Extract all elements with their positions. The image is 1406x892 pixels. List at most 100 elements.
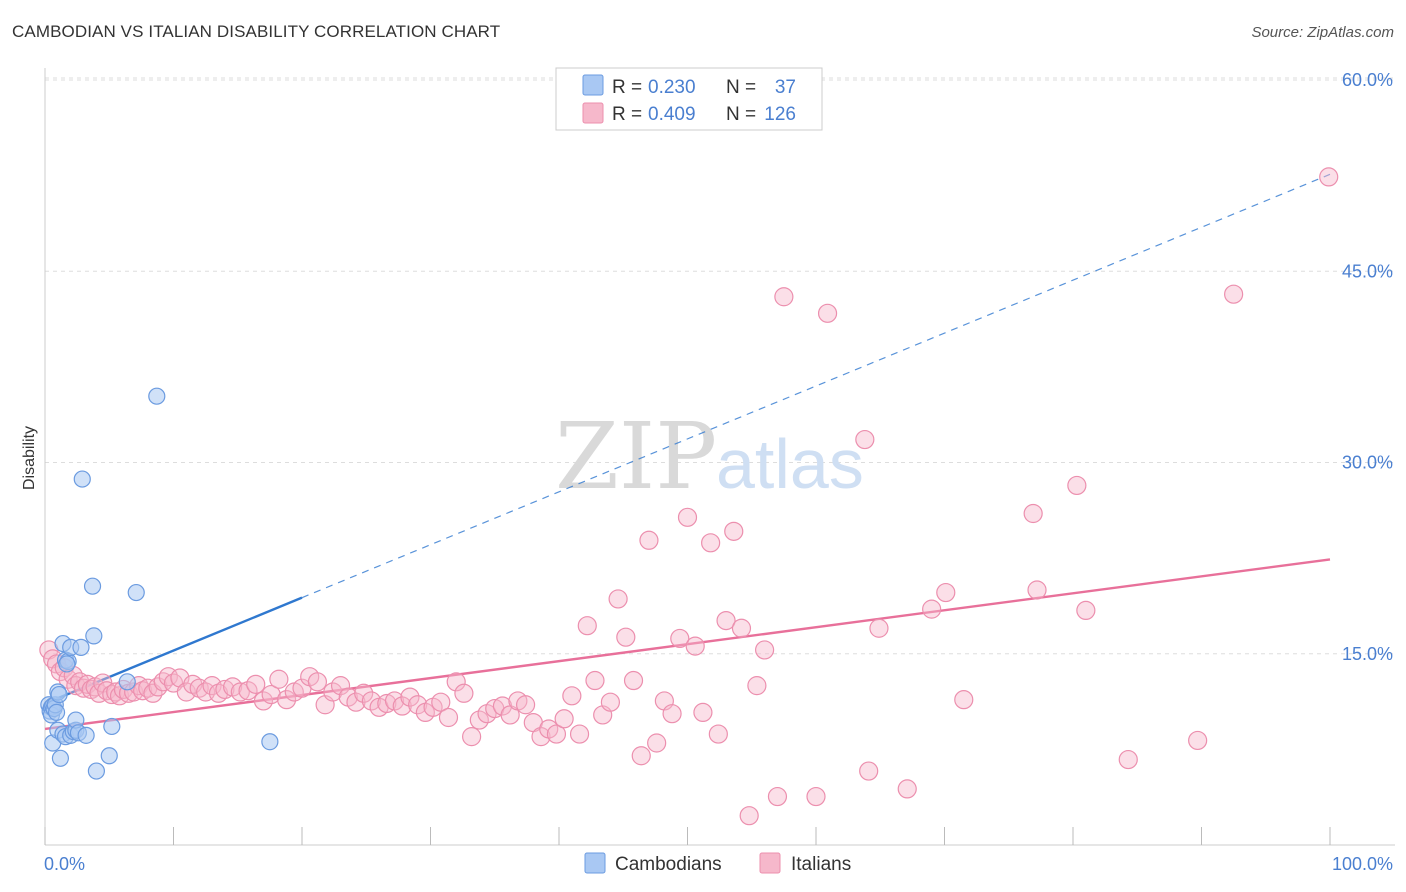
italians-point-31 — [176, 682, 196, 702]
italians-point-101 — [708, 724, 728, 744]
italians-point-114 — [869, 618, 889, 638]
watermark-zip: ZIP — [555, 403, 717, 510]
cambodians-point-24 — [73, 470, 91, 488]
bottom-legend-swatch-italians — [759, 852, 781, 874]
italians-point-106 — [747, 676, 767, 696]
italians-point-52 — [330, 676, 351, 696]
italians-point-35 — [202, 676, 222, 696]
italians-point-39 — [230, 682, 250, 702]
cambodians-point-36 — [58, 655, 76, 673]
cambodians-point-27 — [85, 627, 103, 645]
italians-point-83 — [569, 724, 590, 744]
legend-r-value-1: 0.230 — [648, 77, 696, 98]
italians-trendline — [44, 558, 1331, 731]
cambodians-point-33 — [148, 387, 166, 405]
x-tick-labels: 0.0% 100.0% — [44, 854, 1393, 874]
italians-point-80 — [546, 724, 567, 744]
italians-point-125 — [1224, 284, 1244, 304]
italians-point-42 — [253, 691, 274, 711]
y-tick-label-60: 60.0% — [1342, 70, 1393, 90]
cambodians-point-28 — [87, 762, 106, 780]
italians-point-66 — [438, 707, 459, 728]
bottom-legend: Cambodians Italians — [584, 852, 851, 875]
legend-swatch-italians — [582, 102, 604, 124]
italians-point-84 — [577, 616, 597, 636]
y-tick-label-15: 15.0% — [1342, 644, 1393, 664]
italians-point-65 — [431, 692, 451, 712]
italians-point-40 — [238, 681, 258, 701]
italians-point-43 — [261, 684, 281, 705]
italians-point-98 — [685, 636, 705, 656]
italians-point-112 — [855, 429, 875, 450]
italians-point-61 — [400, 687, 420, 707]
italians-point-95 — [662, 704, 682, 724]
italians-point-62 — [408, 695, 428, 715]
italians-point-111 — [817, 303, 838, 323]
italians-point-108 — [767, 786, 788, 807]
legend-r-value-2: 0.409 — [648, 104, 696, 125]
italians-point-91 — [631, 746, 651, 766]
y-tick-labels: 15.0% 30.0% 45.0% 60.0% — [1342, 70, 1393, 664]
italians-point-116 — [922, 599, 942, 619]
italians-point-85 — [585, 670, 605, 691]
legend: R = 0.230 N = 37 R = 0.409 N = 126 — [555, 67, 823, 131]
chart-title: CAMBODIAN VS ITALIAN DISABILITY CORRELAT… — [12, 22, 501, 41]
legend-r-label-2: R = — [612, 104, 642, 125]
italians-point-89 — [616, 627, 636, 647]
cambodians-point-26 — [83, 577, 102, 595]
y-axis-title: Disability — [21, 426, 38, 490]
italians-point-88 — [608, 589, 628, 609]
italians-point-123 — [1118, 749, 1138, 770]
italians-point-96 — [670, 628, 690, 649]
italians-point-109 — [774, 287, 794, 307]
italians-point-26 — [148, 677, 168, 697]
italians-point-120 — [1027, 580, 1047, 600]
italians-point-102 — [716, 610, 736, 631]
cambodians-trend-dashed — [301, 173, 1331, 599]
italians-point-37 — [215, 679, 235, 700]
source-label: Source: ZipAtlas.com — [1251, 24, 1394, 41]
x-tick-label-min: 0.0% — [44, 854, 85, 874]
italians-points — [39, 167, 1339, 826]
bottom-legend-italians: Italians — [791, 854, 851, 875]
cambodians-point-23 — [72, 638, 90, 656]
italians-point-58 — [377, 693, 397, 714]
italians-point-124 — [1188, 730, 1208, 751]
legend-r-label-1: R = — [612, 77, 642, 98]
y-tick-label-45: 45.0% — [1342, 261, 1393, 281]
cambodians-point-32 — [127, 583, 145, 602]
italians-point-126 — [1319, 167, 1339, 187]
italians-point-110 — [806, 786, 826, 807]
cambodians-point-29 — [100, 747, 118, 765]
cambodians-point-34 — [261, 733, 279, 751]
legend-n-value-1: 37 — [775, 77, 796, 98]
legend-n-value-2: 126 — [764, 104, 796, 125]
italians-point-121 — [1067, 475, 1087, 496]
legend-n-label-2: N = — [726, 104, 756, 125]
cambodians-point-25 — [77, 726, 95, 744]
italians-point-117 — [936, 582, 956, 603]
italians-point-92 — [639, 530, 659, 550]
italians-point-103 — [724, 521, 744, 541]
italians-point-82 — [562, 686, 582, 706]
legend-swatch-cambodians — [582, 74, 604, 96]
italians-point-67 — [446, 672, 466, 692]
italians-point-78 — [531, 727, 551, 747]
italians-point-107 — [754, 640, 775, 660]
italians-point-45 — [276, 690, 297, 710]
italians-point-49 — [307, 672, 328, 692]
italians-point-81 — [554, 709, 574, 729]
italians-point-51 — [323, 682, 343, 702]
italians-point-76 — [515, 695, 536, 715]
cambodians-point-7 — [47, 703, 66, 722]
italians-point-97 — [677, 507, 698, 527]
italians-point-113 — [859, 761, 879, 781]
italians-point-87 — [600, 692, 621, 712]
italians-point-69 — [462, 727, 482, 747]
italians-point-122 — [1076, 600, 1096, 621]
x-tick-label-max: 100.0% — [1332, 854, 1393, 874]
italians-point-68 — [454, 683, 474, 703]
italians-point-104 — [731, 618, 752, 638]
italians-point-90 — [623, 670, 644, 691]
